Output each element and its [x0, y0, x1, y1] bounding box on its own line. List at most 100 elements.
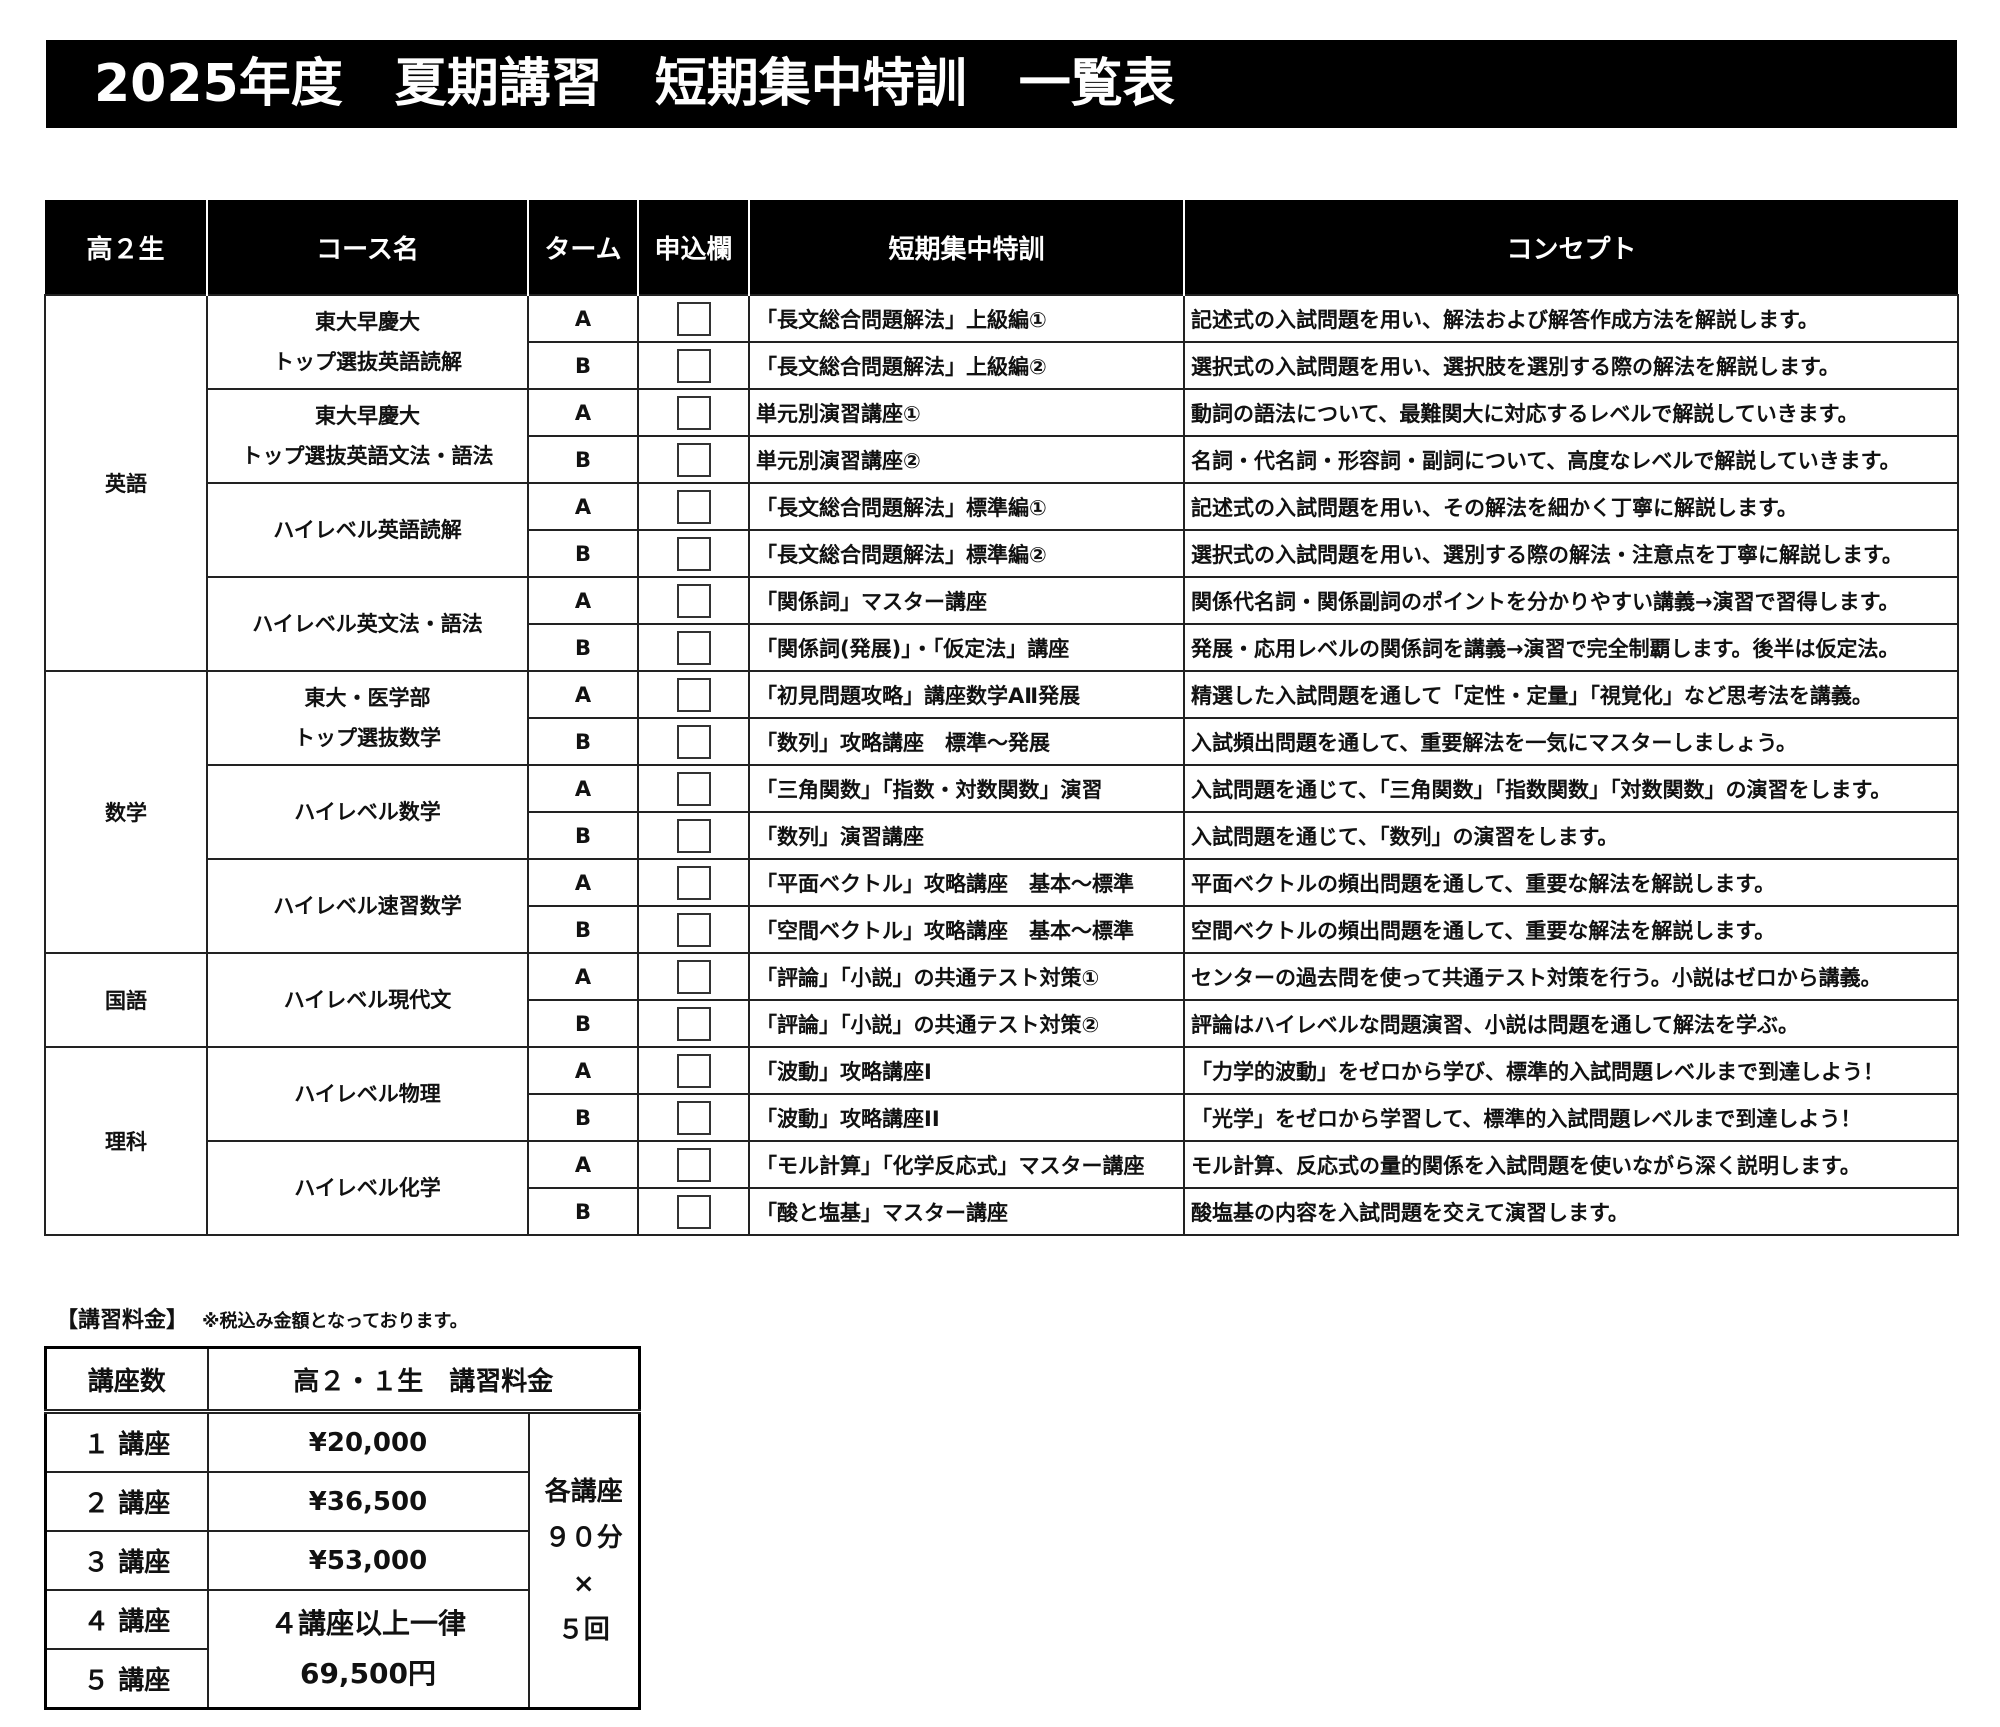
apply-checkbox[interactable]	[676, 771, 711, 806]
apply-checkbox[interactable]	[676, 724, 711, 759]
lecture-title: 「評論」「小説」の共通テスト対策②	[748, 999, 1185, 1048]
apply-checkbox[interactable]	[676, 865, 711, 900]
header-course: コース名	[206, 200, 529, 295]
fee-header-count: 講座数	[44, 1346, 209, 1414]
header-grade: 高２生	[45, 200, 208, 295]
term-cell: B	[527, 717, 639, 766]
apply-checkbox[interactable]	[676, 1006, 711, 1041]
concept-text: 発展・応用レベルの関係詞を講義→演習で完全制覇します。後半は仮定法。	[1183, 623, 1959, 672]
concept-text: 「光学」をゼロから学習して、標準的入試問題レベルまで到達しよう！	[1183, 1093, 1959, 1142]
concept-text: 平面ベクトルの頻出問題を通して、重要な解法を解説します。	[1183, 858, 1959, 907]
lecture-count: ５ 講座	[44, 1648, 209, 1710]
term-cell: A	[527, 670, 639, 719]
header-apply: 申込欄	[637, 200, 750, 295]
apply-cell	[637, 717, 750, 766]
apply-checkbox[interactable]	[676, 912, 711, 947]
lecture-title: 「長文総合問題解法」標準編②	[748, 529, 1185, 578]
fee-header-row: 講座数 高２・１生 講習料金	[44, 1346, 641, 1414]
table-row: B 「数列」攻略講座 標準～発展 入試頻出問題を通して、重要解法を一気にマスターしま…	[45, 717, 1959, 766]
table-row: ハイレベル英語読解 A 「長文総合問題解法」標準編① 記述式の入試問題を用い、その解法…	[45, 482, 1959, 578]
apply-checkbox[interactable]	[676, 818, 711, 853]
fee-section-label: 【講習料金】 ※税込み金額となっております。	[56, 1302, 468, 1334]
fee-row: ２ 講座 ¥36,500	[44, 1471, 640, 1532]
concept-text: 空間ベクトルの頻出問題を通して、重要な解法を解説します。	[1183, 905, 1959, 954]
table-row: 国語 ハイレベル現代文 A 「評論」「小説」の共通テスト対策① センターの過去問を使って…	[44, 952, 1959, 1048]
page-title: 2025年度 夏期講習 短期集中特訓 一覧表	[46, 40, 1957, 128]
lecture-title: 「波動」攻略講座I	[748, 1046, 1185, 1095]
term-cell: A	[527, 482, 639, 531]
table-row: 理科 ハイレベル物理 A 「波動」攻略講座I 「力学的波動」をゼロから学び、標準的入試問…	[44, 1046, 1959, 1236]
apply-cell	[637, 670, 750, 719]
concept-text: 動詞の語法について、最難関大に対応するレベルで解説していきます。	[1183, 388, 1959, 437]
concept-text: 入試問題を通じて、「三角関数」「指数関数」「対数関数」の演習をします。	[1183, 764, 1959, 813]
concept-text: 入試頻出問題を通して、重要解法を一気にマスターしましょう。	[1183, 717, 1959, 766]
lecture-title: 「長文総合問題解法」標準編①	[748, 482, 1185, 531]
apply-cell	[637, 435, 750, 484]
flat-rate-price: ４講座以上一律 69,500円	[206, 1589, 530, 1710]
concept-text: 精選した入試問題を通して「定性・定量」「視覚化」など思考法を講義。	[1183, 670, 1959, 719]
course-name: ハイレベル現代文	[206, 952, 529, 1048]
apply-checkbox[interactable]	[676, 348, 711, 383]
apply-checkbox[interactable]	[676, 442, 711, 477]
apply-checkbox[interactable]	[676, 630, 711, 665]
lecture-title: 「数列」演習講座	[748, 811, 1185, 860]
concept-text: 関係代名詞・関係副詞のポイントを分かりやすい講義→演習で習得します。	[1183, 576, 1959, 625]
concept-text: 評論はハイレベルな問題演習、小説は問題を通して解法を学ぶ。	[1183, 999, 1959, 1048]
apply-cell	[637, 1093, 750, 1142]
fee-price: ¥36,500	[206, 1471, 530, 1532]
lecture-count: ４ 講座	[44, 1589, 209, 1650]
apply-cell	[637, 576, 750, 625]
table-row: B 単元別演習講座② 名詞・代名詞・形容詞・副詞について、高度なレベルで解説してい…	[45, 435, 1959, 484]
apply-checkbox[interactable]	[676, 1147, 711, 1182]
header-concept: コンセプト	[1183, 200, 1958, 295]
apply-checkbox[interactable]	[676, 536, 711, 571]
fee-label: 【講習料金】	[56, 1308, 189, 1333]
lecture-title: 「関係詞(発展)」・「仮定法」講座	[748, 623, 1185, 672]
apply-checkbox[interactable]	[676, 301, 711, 336]
apply-checkbox[interactable]	[676, 677, 711, 712]
concept-text: 選択式の入試問題を用い、選択肢を選別する際の解法を解説します。	[1183, 341, 1959, 390]
header-term: ターム	[527, 200, 639, 295]
apply-checkbox[interactable]	[676, 395, 711, 430]
course-name: ハイレベル数学	[206, 764, 529, 860]
apply-cell	[637, 952, 750, 1001]
course-name: 東大早慶大 トップ選抜英語文法・語法	[206, 388, 529, 484]
lecture-title: 「モル計算」「化学反応式」マスター講座	[748, 1140, 1185, 1189]
concept-text: 選択式の入試問題を用い、選別する際の解法・注意点を丁寧に解説します。	[1183, 529, 1959, 578]
apply-checkbox[interactable]	[676, 1194, 711, 1229]
lecture-count: ２ 講座	[44, 1471, 209, 1532]
apply-cell	[637, 999, 750, 1048]
apply-checkbox[interactable]	[676, 959, 711, 994]
term-cell: A	[527, 858, 639, 907]
table-row: B 「長文総合問題解法」上級編② 選択式の入試問題を用い、選択肢を選別する際の解法を…	[45, 341, 1959, 390]
term-cell: A	[527, 388, 639, 437]
subject-cell: 英語	[44, 294, 208, 672]
table-row: B 「関係詞(発展)」・「仮定法」講座 発展・応用レベルの関係詞を講義→演習で完全制…	[45, 623, 1959, 672]
term-cell: B	[527, 435, 639, 484]
table-header-row: 高２生 コース名 ターム 申込欄 短期集中特訓 コンセプト	[45, 200, 1958, 295]
header-lecture: 短期集中特訓	[748, 200, 1185, 295]
term-cell: B	[527, 341, 639, 390]
lecture-title: 「評論」「小説」の共通テスト対策①	[748, 952, 1185, 1001]
table-row: ハイレベル化学 A 「モル計算」「化学反応式」マスター講座 モル計算、反応式の量的関係…	[45, 1140, 1959, 1236]
term-cell: B	[527, 905, 639, 954]
apply-cell	[637, 1046, 750, 1095]
apply-checkbox[interactable]	[676, 489, 711, 524]
lecture-title: 「初見問題攻略」講座数学AⅡ発展	[748, 670, 1185, 719]
lecture-title: 「酸と塩基」マスター講座	[748, 1187, 1185, 1236]
concept-text: 入試問題を通じて、「数列」の演習をします。	[1183, 811, 1959, 860]
course-name: ハイレベル速習数学	[206, 858, 529, 954]
apply-checkbox[interactable]	[676, 583, 711, 618]
course-name: ハイレベル化学	[206, 1140, 529, 1236]
table-row: ハイレベル数学 A 「三角関数」「指数・対数関数」演習 入試問題を通じて、「三角関数」…	[45, 764, 1959, 860]
term-cell: A	[527, 1046, 639, 1095]
fee-row: ５ 講座	[44, 1648, 640, 1710]
lecture-title: 「関係詞」マスター講座	[748, 576, 1185, 625]
lecture-title: 「数列」攻略講座 標準～発展	[748, 717, 1185, 766]
fee-table: 講座数 高２・１生 講習料金 １ 講座 ¥20,000 各講座 ９０分 × ５回 ２ …	[44, 1346, 642, 1710]
apply-cell	[637, 764, 750, 813]
apply-checkbox[interactable]	[676, 1053, 711, 1088]
apply-cell	[637, 1187, 750, 1236]
apply-checkbox[interactable]	[676, 1100, 711, 1135]
concept-text: 「力学的波動」をゼロから学び、標準的入試問題レベルまで到達しよう！	[1183, 1046, 1959, 1095]
